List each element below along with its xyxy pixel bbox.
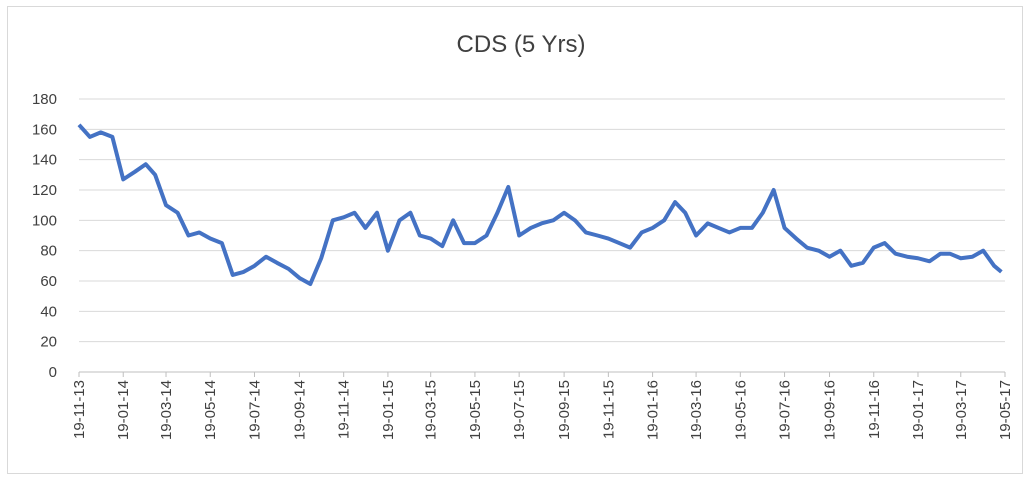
data-line bbox=[77, 123, 1003, 287]
x-tick-label: 19-09-14 bbox=[291, 380, 308, 440]
y-tick-label: 100 bbox=[32, 212, 57, 229]
x-tick-label: 19-07-14 bbox=[246, 380, 263, 440]
y-tick-label: 160 bbox=[32, 121, 57, 138]
chart-border bbox=[7, 6, 1023, 474]
y-tick-label: 180 bbox=[32, 91, 57, 108]
x-tick-label: 19-11-16 bbox=[866, 380, 883, 439]
x-tick-label: 19-01-17 bbox=[910, 380, 927, 440]
x-tick-label: 19-07-16 bbox=[777, 380, 794, 440]
y-tick-label: 0 bbox=[49, 364, 57, 381]
x-tick-label: 19-01-14 bbox=[115, 380, 132, 440]
x-tick-label: 19-03-14 bbox=[158, 380, 175, 440]
x-tick-label: 19-09-15 bbox=[556, 380, 573, 440]
x-tick-label: 19-05-16 bbox=[732, 380, 749, 440]
x-tick-label: 19-09-16 bbox=[822, 380, 839, 440]
x-tick-label: 19-03-15 bbox=[423, 380, 440, 440]
y-tick-label: 140 bbox=[32, 152, 57, 169]
y-tick-label: 120 bbox=[32, 182, 57, 199]
x-tick-label: 19-07-15 bbox=[511, 380, 528, 440]
x-tick-label: 19-11-14 bbox=[336, 380, 353, 439]
x-tick-label: 19-11-13 bbox=[71, 380, 88, 439]
x-tick-label: 19-05-14 bbox=[202, 380, 219, 440]
y-tick-label: 40 bbox=[40, 303, 57, 320]
x-tick-label: 19-01-16 bbox=[645, 380, 662, 440]
y-tick-label: 80 bbox=[40, 243, 57, 260]
y-tick-label: 20 bbox=[40, 334, 57, 351]
x-tick-label: 19-01-15 bbox=[380, 380, 397, 440]
x-tick-label: 19-03-17 bbox=[953, 380, 970, 440]
x-tick-label: 19-11-15 bbox=[600, 380, 617, 439]
x-tick-label: 19-05-15 bbox=[467, 380, 484, 440]
y-tick-label: 60 bbox=[40, 273, 57, 290]
x-tick-label: 19-05-17 bbox=[997, 380, 1014, 440]
chart-title: CDS (5 Yrs) bbox=[457, 31, 586, 58]
x-tick-label: 19-03-16 bbox=[688, 380, 705, 440]
